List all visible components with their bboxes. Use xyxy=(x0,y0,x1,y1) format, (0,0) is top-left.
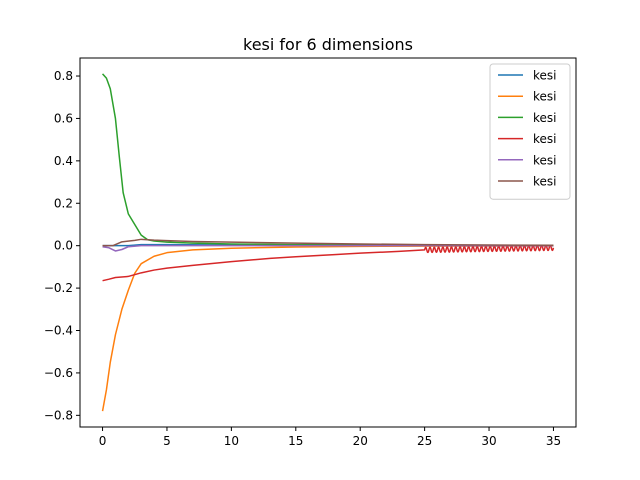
y-tick-label: 0.8 xyxy=(54,69,73,83)
legend: kesi kesi kesi kesi kesi kesi xyxy=(489,63,571,200)
series-line-2 xyxy=(101,245,554,412)
legend-label-1: kesi xyxy=(533,69,557,83)
legend-label-6: kesi xyxy=(533,175,557,189)
legend-label-3: kesi xyxy=(533,111,557,125)
series-layer xyxy=(101,73,555,412)
x-tick-label: 10 xyxy=(224,434,239,448)
x-tick-label: 5 xyxy=(163,434,171,448)
y-tick-label: 0.0 xyxy=(54,239,73,253)
y-tick-label: −0.6 xyxy=(44,366,73,380)
x-tick-label: 30 xyxy=(481,434,496,448)
plot-area-frame xyxy=(79,57,577,428)
y-axis-ticks: −0.8 −0.6 −0.4 −0.2 0.0 0.2 0.4 0.6 0.8 xyxy=(44,69,80,422)
y-tick-label: −0.2 xyxy=(44,281,73,295)
series-line-4 xyxy=(102,244,555,282)
x-tick-label: 35 xyxy=(546,434,561,448)
y-tick-label: −0.4 xyxy=(44,324,73,338)
y-tick-label: 0.4 xyxy=(54,154,73,168)
legend-box xyxy=(489,63,571,200)
x-axis-ticks: 0 5 10 15 20 25 30 35 xyxy=(99,427,561,448)
y-tick-label: −0.8 xyxy=(44,408,73,422)
y-tick-label: 0.6 xyxy=(54,111,73,125)
y-tick-label: 0.2 xyxy=(54,196,73,210)
chart-title: kesi for 6 dimensions xyxy=(243,35,413,54)
series-line-3 xyxy=(101,73,554,247)
x-tick-label: 20 xyxy=(353,434,368,448)
legend-label-4: kesi xyxy=(533,132,557,146)
legend-label-5: kesi xyxy=(533,153,557,167)
series-line-6 xyxy=(102,238,554,247)
x-tick-label: 0 xyxy=(99,434,107,448)
legend-label-2: kesi xyxy=(533,90,557,104)
x-tick-label: 15 xyxy=(288,434,303,448)
series-line-5 xyxy=(102,244,554,252)
x-tick-label: 25 xyxy=(417,434,432,448)
